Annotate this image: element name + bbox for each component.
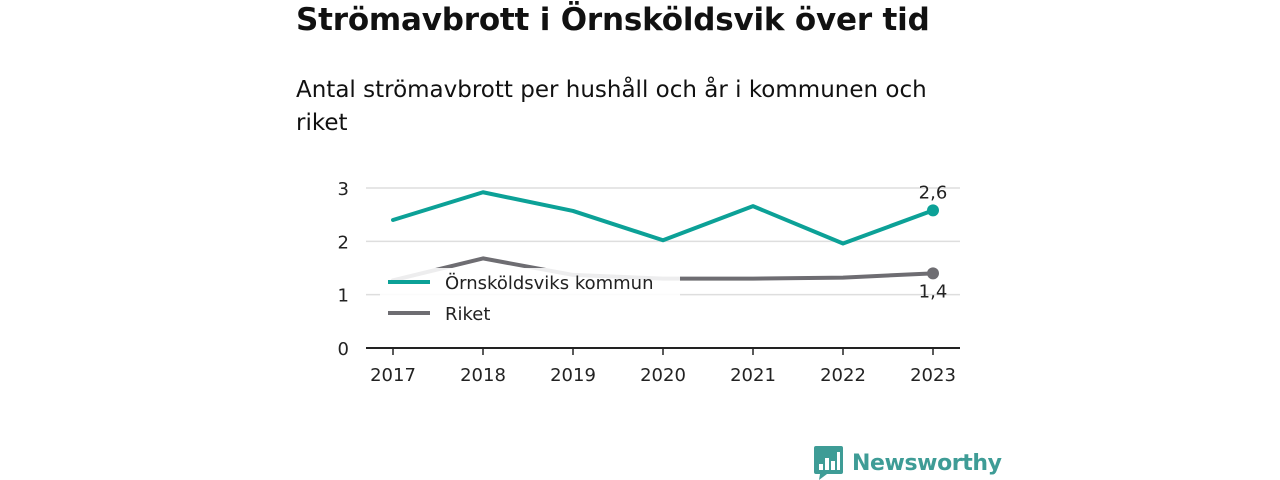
y-tick-label: 1 — [338, 286, 349, 307]
end-point-marker — [927, 204, 939, 217]
x-tick-label: 2019 — [550, 365, 596, 386]
series-line-kommun — [391, 190, 935, 246]
y-tick-label: 3 — [338, 179, 349, 200]
y-tick-label: 0 — [338, 339, 349, 360]
brand-name: Newsworthy — [852, 450, 1002, 476]
x-tick-label: 2021 — [730, 365, 776, 386]
newsworthy-logo-icon — [814, 446, 843, 480]
legend-background — [380, 268, 680, 328]
newsworthy-logo: Newsworthy — [814, 446, 1002, 480]
x-tick-label: 2018 — [460, 365, 506, 386]
x-tick-label: 2023 — [910, 365, 956, 386]
data-labels: 2,6 1,4 — [919, 182, 948, 302]
chart-title: Strömavbrott i Örnsköldsvik över tid — [296, 2, 930, 38]
end-value-label: 1,4 — [919, 281, 948, 302]
legend: Örnsköldsviks kommun Riket — [380, 268, 680, 328]
legend-label: Riket — [445, 304, 490, 325]
x-tick-label: 2020 — [640, 365, 686, 386]
y-tick-label: 2 — [338, 232, 349, 253]
legend-label: Örnsköldsviks kommun — [445, 272, 654, 294]
end-point-marker — [927, 267, 939, 280]
end-value-label: 2,6 — [919, 182, 948, 203]
series-lines — [391, 190, 935, 283]
chart-subtitle: Antal strömavbrott per hushåll och år i … — [296, 77, 927, 136]
x-tick-label: 2017 — [370, 365, 416, 386]
x-tick-label: 2022 — [820, 365, 866, 386]
axis-ticks: 0 1 2 3 2017 2018 2019 2020 2021 2022 2023 — [338, 179, 956, 386]
